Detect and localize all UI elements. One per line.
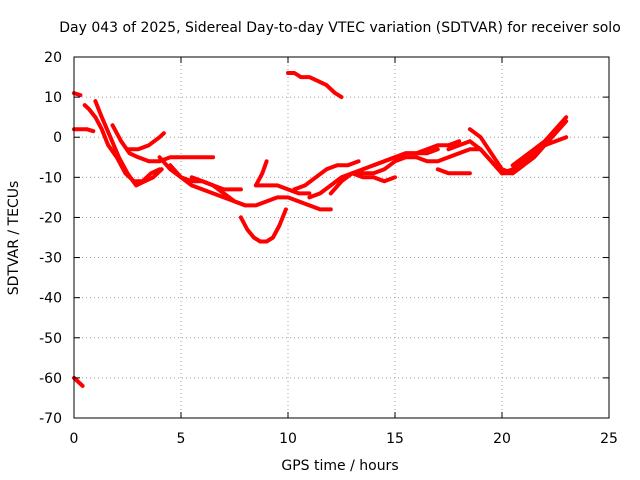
series-line-arc-22 xyxy=(467,119,569,176)
y-tick-label: -60 xyxy=(39,371,62,387)
series-line-arc-8 xyxy=(168,163,333,212)
y-tick-label: -30 xyxy=(39,251,62,267)
grid xyxy=(74,57,609,418)
x-tick-label: 10 xyxy=(279,431,297,447)
series-line-arc-23 xyxy=(500,135,569,176)
series-line-arc-25 xyxy=(72,375,85,388)
x-tick-label: 15 xyxy=(386,431,404,447)
series-line-arc-17 xyxy=(350,171,397,184)
y-tick-label: 20 xyxy=(44,50,62,66)
x-axis: 0 5 10 15 20 25 xyxy=(70,57,618,447)
x-tick-label: 25 xyxy=(600,431,618,447)
x-tick-label: 0 xyxy=(70,431,79,447)
series-line-arc-11 xyxy=(253,159,269,188)
y-tick-label: -20 xyxy=(39,210,62,226)
plot-frame xyxy=(73,56,610,419)
series-line-arc-4 xyxy=(93,99,164,188)
series-line-arc-6 xyxy=(125,131,166,152)
x-axis-label: GPS time / hours xyxy=(281,458,398,474)
series-line-arc-10 xyxy=(238,207,288,244)
y-axis: 20 10 0 -10 -20 -30 -40 -50 -60 -70 xyxy=(39,50,609,427)
series-line-arc-5 xyxy=(110,123,216,164)
series-line-arc-18 xyxy=(371,139,462,168)
series-line-arc-12 xyxy=(253,183,312,196)
chart-title: Day 043 of 2025, Sidereal Day-to-day VTE… xyxy=(59,20,621,36)
y-tick-label: -70 xyxy=(39,411,62,427)
series-line-arc-2 xyxy=(72,127,96,134)
y-axis-label: SDTVAR / TECUs xyxy=(6,181,22,296)
x-tick-label: 20 xyxy=(493,431,511,447)
x-tick-label: 5 xyxy=(177,431,186,447)
series-group xyxy=(72,71,569,388)
y-tick-label: 10 xyxy=(44,90,62,106)
y-tick-label: 0 xyxy=(53,130,62,146)
series-line-arc-9 xyxy=(189,175,248,208)
series-line-arc-1 xyxy=(72,91,83,98)
series-line-arc-14 xyxy=(292,159,361,192)
y-tick-label: -50 xyxy=(39,331,62,347)
series-line-arc-7 xyxy=(157,155,243,192)
series-line-arc-16 xyxy=(328,155,419,196)
series-line-arc-13 xyxy=(286,71,344,100)
series-line-arc-24 xyxy=(510,115,569,168)
series-line-arc-20 xyxy=(435,167,472,176)
y-tick-label: -10 xyxy=(39,170,62,186)
y-tick-label: -40 xyxy=(39,291,62,307)
